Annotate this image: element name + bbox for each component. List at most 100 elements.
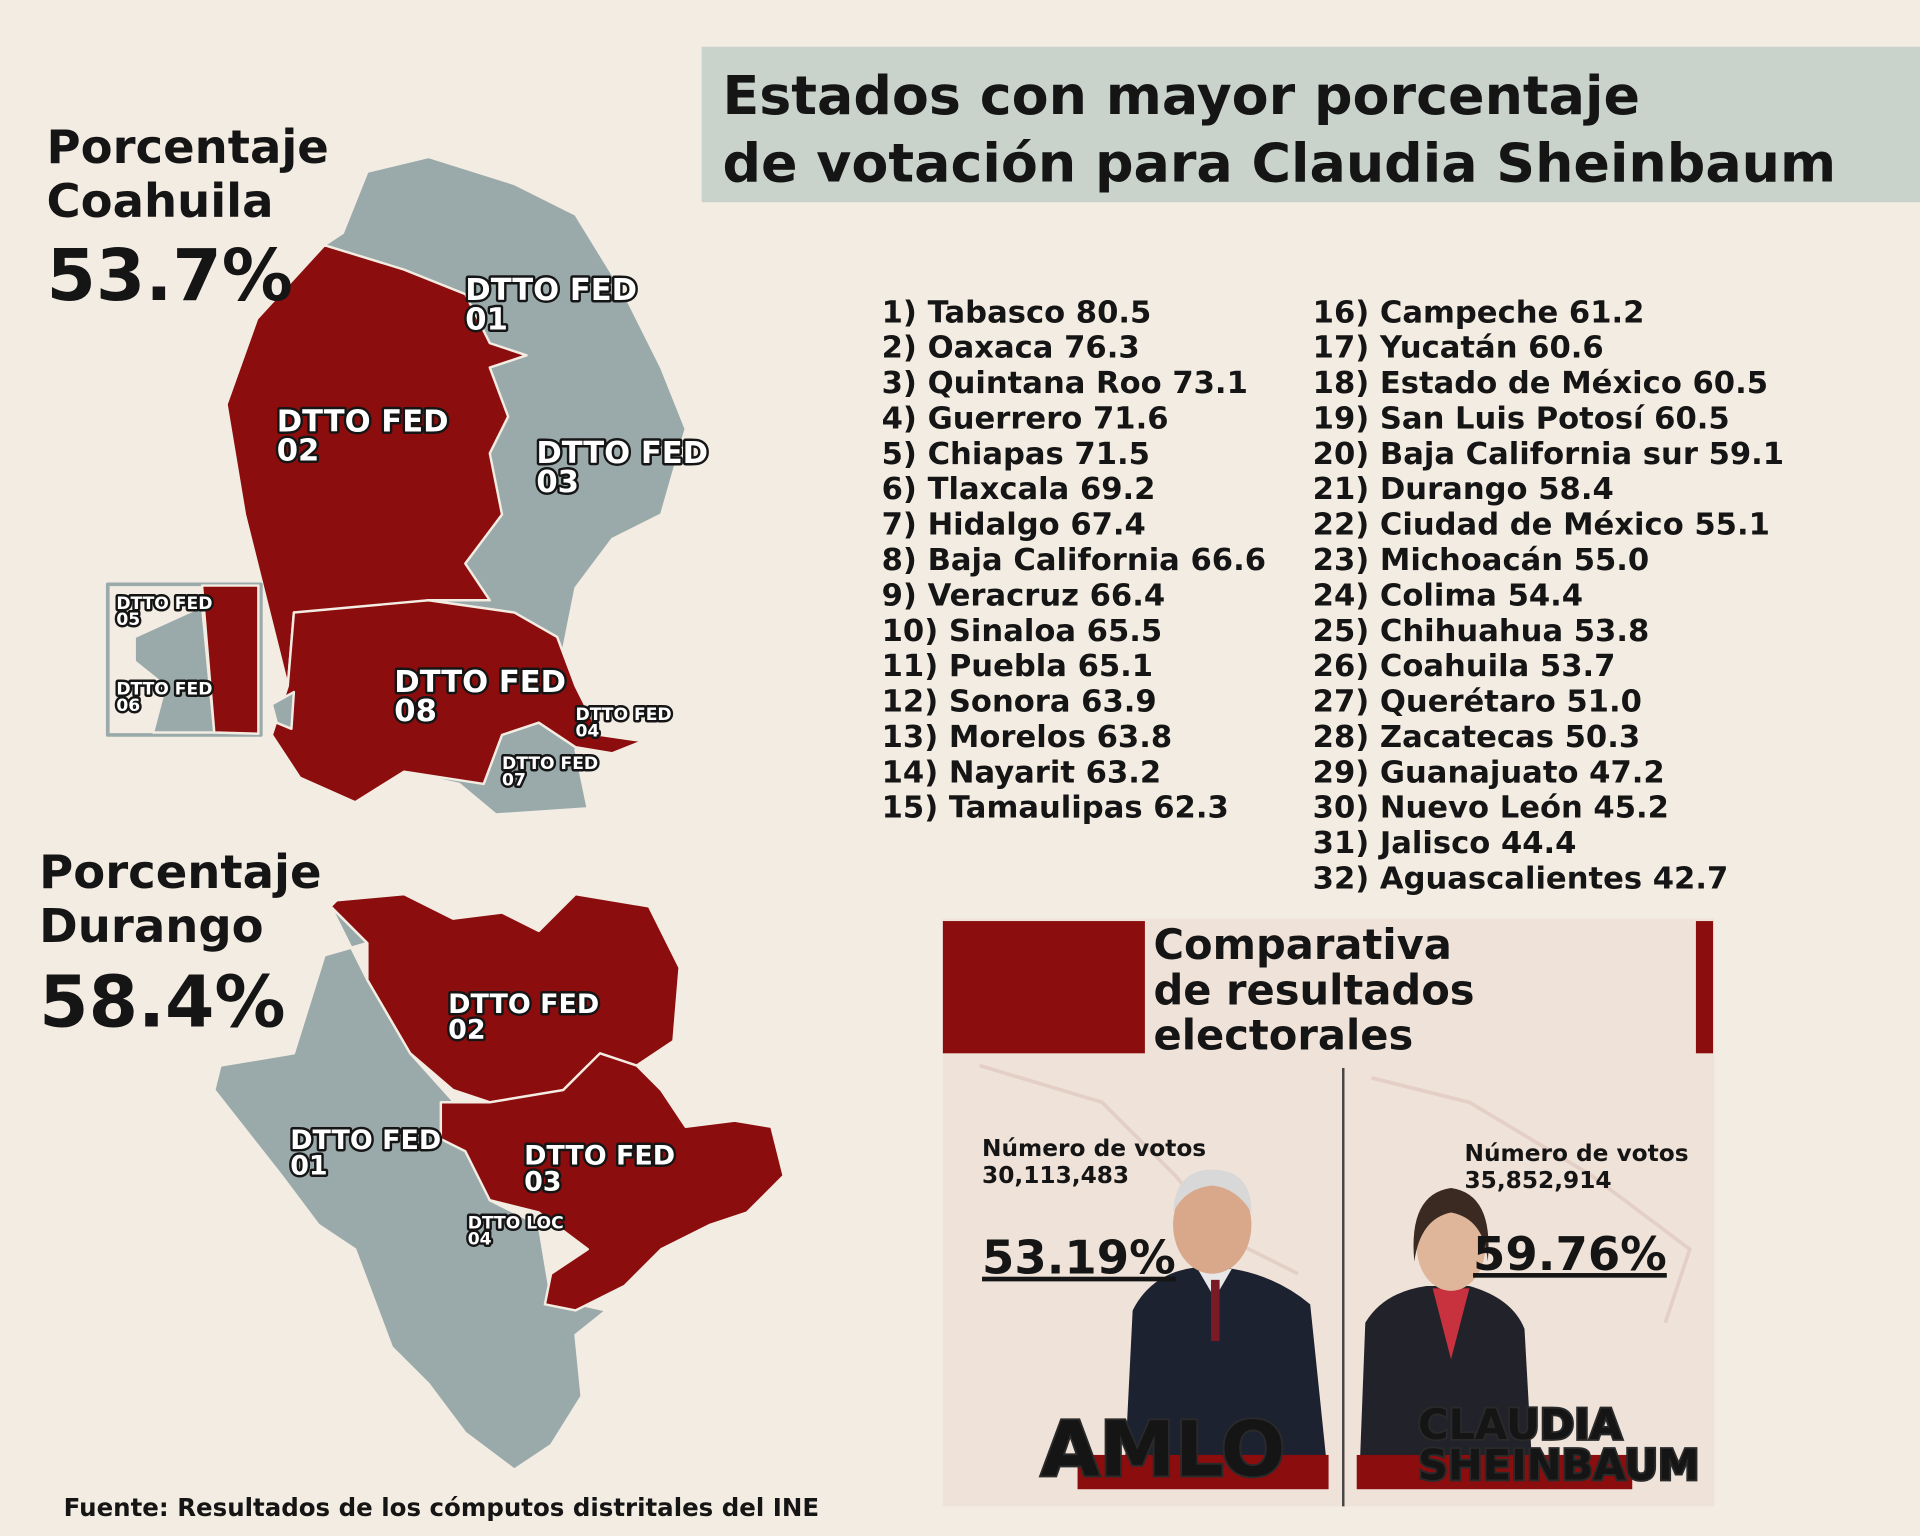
map-region: [439, 1052, 785, 1312]
map-percent: 58.4%: [39, 960, 285, 1043]
photo-figure: [1359, 1285, 1534, 1482]
ranking-item: 2) Oaxaca 76.3: [882, 331, 1140, 366]
ranking-item: 1) Tabasco 80.5: [882, 295, 1152, 330]
district-label: DTTO FED: [536, 436, 708, 471]
district-label: DTTO FED: [277, 404, 449, 439]
red-block: [942, 921, 1145, 1054]
map-region: [270, 599, 645, 804]
vote-percent: 59.76%: [1473, 1227, 1667, 1281]
ranking-item: 15) Tamaulipas 62.3: [882, 791, 1229, 826]
district-label: DTTO FED: [394, 665, 566, 700]
ranking-item: 5) Chiapas 71.5: [882, 437, 1150, 472]
ranking-item: 13) Morelos 63.8: [882, 720, 1173, 755]
district-number: 05: [116, 610, 140, 630]
title: de votación para Claudia Sheinbaum: [722, 131, 1836, 194]
ranking-item: 26) Coahuila 53.7: [1313, 649, 1616, 684]
ranking-item: 23) Michoacán 55.0: [1313, 543, 1650, 578]
name-underline: [1077, 1454, 1329, 1490]
ranking-item: 6) Tlaxcala 69.2: [882, 472, 1156, 507]
ranking-item: 11) Puebla 65.1: [882, 649, 1153, 684]
ranking-item: 3) Quintana Roo 73.1: [882, 366, 1248, 401]
votes-count: 35,852,914: [1464, 1167, 1611, 1194]
district-label: DTTO FED: [290, 1125, 441, 1156]
map-heading: Porcentaje: [39, 845, 321, 899]
district-number: 07: [502, 771, 526, 791]
ranking-item: 20) Baja California sur 59.1: [1313, 437, 1784, 472]
photo-figure: [1416, 1202, 1486, 1291]
ranking-item: 12) Sonora 63.9: [882, 685, 1157, 720]
candidate-name: CLAUDIA: [1418, 1400, 1623, 1449]
photo-figure: [1413, 1188, 1489, 1262]
ranking-item: 17) Yucatán 60.6: [1313, 331, 1604, 366]
ranking-item: 18) Estado de México 60.5: [1313, 366, 1768, 401]
district-label: DTTO FED: [502, 754, 598, 774]
map-percent: 53.7%: [47, 234, 293, 317]
district-label: DTTO FED: [116, 680, 212, 700]
district-number: 02: [448, 1014, 485, 1045]
district-number: 01: [290, 1150, 327, 1181]
map-outline: [979, 1063, 1692, 1324]
photo-figure: [1211, 1279, 1220, 1342]
coahuila-map: [105, 155, 687, 816]
map-heading: Coahuila: [47, 174, 274, 228]
map-region: [270, 690, 296, 731]
ranking-item: 9) Veracruz 66.4: [882, 578, 1166, 613]
ranking-item: 8) Baja California 66.6: [882, 543, 1266, 578]
durango-map: [213, 892, 785, 1471]
votes-label: Número de votos: [982, 1135, 1206, 1162]
comparison-title: electorales: [1153, 1011, 1413, 1060]
ranking-item: 30) Nuevo León 45.2: [1313, 791, 1669, 826]
photo-figure: [1432, 1288, 1470, 1360]
comparison-panel: [942, 918, 1715, 1507]
ranking-item: 19) San Luis Potosí 60.5: [1313, 401, 1730, 436]
title: Estados con mayor porcentaje: [722, 64, 1640, 127]
map-heading: Porcentaje: [47, 120, 329, 174]
district-number: 03: [524, 1166, 561, 1197]
map-region: [225, 243, 528, 688]
ranking-item: 16) Campeche 61.2: [1313, 295, 1645, 330]
ranking-item: 14) Nayarit 63.2: [882, 755, 1162, 790]
votes-label: Número de votos: [1464, 1140, 1688, 1167]
district-number: 02: [277, 433, 320, 468]
photo-figure: [1173, 1175, 1252, 1274]
district-number: 04: [576, 722, 600, 742]
ranking-item: 32) Aguascalientes 42.7: [1313, 861, 1729, 896]
district-number: 08: [394, 694, 437, 729]
comparison-title: de resultados: [1153, 965, 1474, 1014]
source: Fuente: Resultados de los cómputos distr…: [64, 1493, 819, 1522]
ranking-item: 25) Chihuahua 53.8: [1313, 614, 1650, 649]
votes-count: 30,113,483: [982, 1162, 1129, 1189]
ranking-item: 4) Guerrero 71.6: [882, 401, 1169, 436]
candidate-name: AMLO: [1041, 1406, 1285, 1494]
district-label: DTTO FED: [465, 273, 637, 308]
district-number: 06: [116, 696, 140, 716]
vote-percent: 53.19%: [982, 1231, 1176, 1285]
ranking-item: 21) Durango 58.4: [1313, 472, 1614, 507]
map-region: [200, 584, 260, 735]
district-label: DTTO FED: [576, 705, 672, 725]
photo-figure: [1124, 1267, 1329, 1482]
map-region: [133, 605, 216, 734]
name-underline: [1356, 1454, 1633, 1490]
district-label: DTTO FED: [116, 594, 212, 614]
district-number: 01: [465, 302, 508, 337]
district-number: 04: [468, 1230, 492, 1250]
ranking-item: 22) Ciudad de México 55.1: [1313, 508, 1770, 543]
district-number: 03: [536, 465, 579, 500]
district-label: DTTO LOC: [468, 1213, 564, 1233]
district-label: DTTO FED: [448, 989, 599, 1020]
title-box: [701, 46, 1920, 203]
ranking-item: 10) Sinaloa 65.5: [882, 614, 1163, 649]
district-label: DTTO FED: [524, 1141, 675, 1172]
ranking-item: 27) Querétaro 51.0: [1313, 685, 1642, 720]
photo-figure: [1173, 1169, 1252, 1213]
ranking-item: 28) Zacatecas 50.3: [1313, 720, 1640, 755]
ranking-item: 29) Guanajuato 47.2: [1313, 755, 1665, 790]
ranking-item: 7) Hidalgo 67.4: [882, 508, 1146, 543]
ranking-item: 24) Colima 54.4: [1313, 578, 1583, 613]
candidate-name: SHEINBAUM: [1418, 1440, 1699, 1489]
red-bar: [1695, 921, 1714, 1054]
ranking-item: 31) Jalisco 44.4: [1313, 826, 1577, 861]
